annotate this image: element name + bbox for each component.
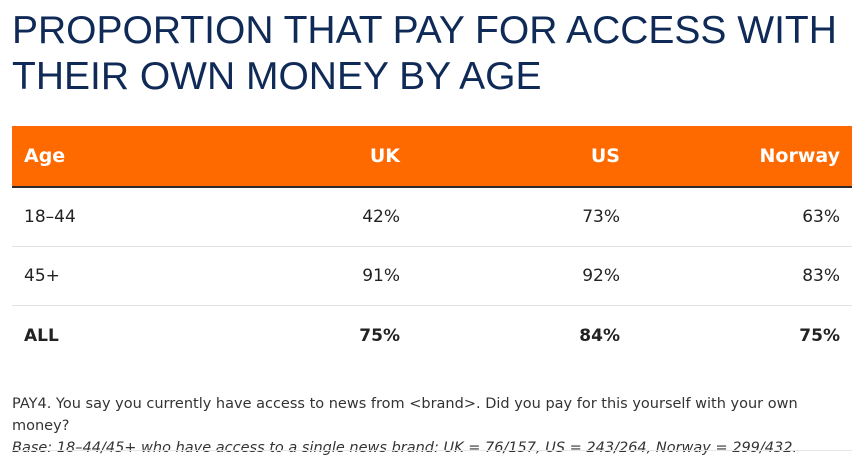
data-table: Age UK US Norway 18–44 42% 73% 63% 45+ 9… [12,126,852,365]
cell-18-44-norway: 63% [802,207,840,227]
table-row-total: ALL 75% 84% 75% [12,306,852,365]
source-note: PAY4. You say you currently have access … [12,393,852,459]
chart-title: PROPORTION THAT PAY FOR ACCESS WITH THEI… [12,9,837,98]
header-norway: Norway [759,145,841,167]
cell-18-44-us: 73% [582,207,620,227]
row-label-all: ALL [24,325,59,346]
row-label-18-44: 18–44 [24,207,76,227]
table-row: 18–44 42% 73% 63% [12,188,852,247]
header-age: Age [24,145,66,167]
cell-18-44-uk: 42% [362,207,400,227]
header-us: US [590,145,620,167]
cell-all-norway: 75% [799,325,840,346]
survey-question: PAY4. You say you currently have access … [12,396,798,434]
row-label-45-plus: 45+ [24,266,60,286]
table-row: 45+ 91% 92% 83% [12,247,852,306]
cell-45-plus-us: 92% [582,266,620,286]
base-note: Base: 18–44/45+ who have access to a sin… [12,440,798,456]
cell-all-us: 84% [579,325,620,346]
header-uk: UK [369,145,400,167]
table-header-row: Age UK US Norway [12,126,852,188]
cell-all-uk: 75% [359,325,400,346]
cell-45-plus-uk: 91% [362,266,400,286]
footer-divider [12,450,852,451]
cell-45-plus-norway: 83% [802,266,840,286]
